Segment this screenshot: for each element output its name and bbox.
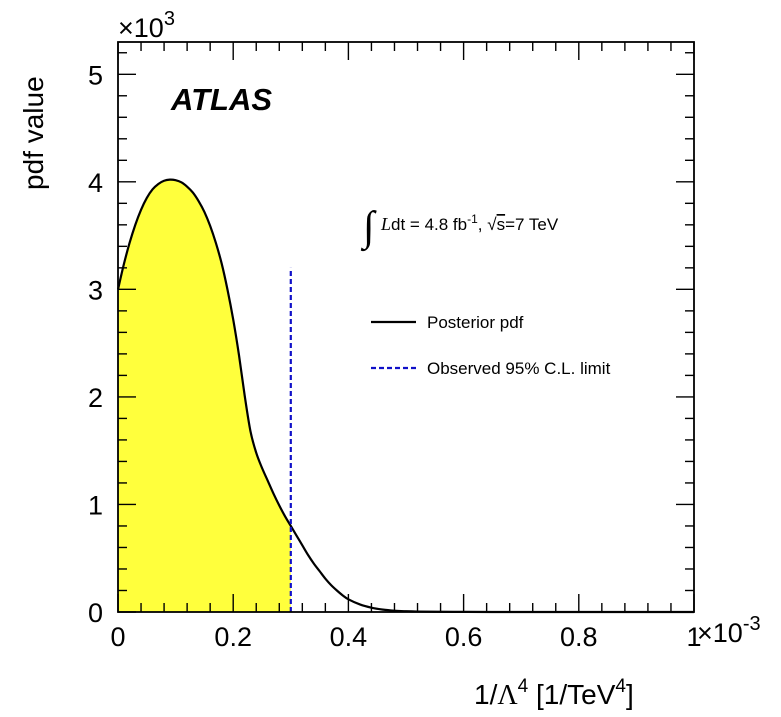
y-axis-ticks: 0 1 2 3 4 5 [88, 52, 694, 628]
legend: Posterior pdf Observed 95% C.L. limit [371, 313, 611, 378]
legend-posterior-label: Posterior pdf [427, 313, 524, 332]
x-multiplier-base: ×10 [697, 618, 743, 648]
x-axis-title: 1/Λ4 [1/TeV4] [474, 676, 634, 711]
lumi-comma: , [478, 215, 487, 234]
posterior-curve [116, 178, 694, 614]
sqrt-sign: √ [487, 215, 497, 234]
sqrt-s: s [497, 215, 506, 234]
y-tick-label: 2 [88, 383, 103, 413]
x-axis-title-pow: 4 [518, 676, 529, 697]
y-multiplier-exp: 3 [164, 8, 175, 30]
lumi-text: Ldt = 4.8 fb-1, √s=7 TeV [380, 212, 559, 234]
x-axis-ticks: 0 0.2 0.4 0.6 0.8 1 [110, 42, 702, 652]
y-axis-title: pdf value [18, 76, 49, 190]
lumi-label: ∫ Ldt = 4.8 fb-1, √s=7 TeV [360, 204, 559, 252]
lumi-exp: -1 [467, 212, 478, 226]
y-tick-label: 5 [88, 60, 103, 90]
x-tick-label: 0.4 [330, 622, 368, 652]
energy: =7 TeV [505, 215, 559, 234]
lumi-dt: dt = 4.8 fb [391, 215, 467, 234]
x-multiplier-exp: -3 [743, 613, 761, 635]
y-multiplier: ×103 [118, 8, 175, 43]
x-axis-title-main: 1/ [474, 679, 498, 710]
x-axis-title-unit-pow: 4 [615, 676, 626, 697]
credible-region-fill [118, 179, 291, 612]
y-tick-label: 0 [88, 598, 103, 628]
y-multiplier-base: ×10 [118, 13, 164, 43]
x-tick-label: 0.2 [214, 622, 252, 652]
x-axis-title-lambda: Λ [497, 680, 518, 711]
integral-sign: ∫ [360, 204, 377, 252]
x-tick-label: 1 [686, 622, 701, 652]
lumi-L: L [380, 214, 391, 234]
x-multiplier: ×10-3 [697, 613, 761, 648]
x-tick-label: 0.6 [445, 622, 483, 652]
plot-frame [117, 41, 695, 613]
y-tick-label: 4 [88, 168, 103, 198]
x-axis-title-unit: [1/TeV [528, 679, 615, 710]
y-tick-label: 3 [88, 275, 103, 305]
x-tick-label: 0 [110, 622, 125, 652]
legend-limit-label: Observed 95% C.L. limit [427, 359, 611, 378]
x-tick-label: 0.8 [560, 622, 598, 652]
y-tick-label: 1 [88, 490, 103, 520]
experiment-label: ATLAS [170, 82, 272, 117]
x-axis-title-close: ] [626, 679, 634, 710]
